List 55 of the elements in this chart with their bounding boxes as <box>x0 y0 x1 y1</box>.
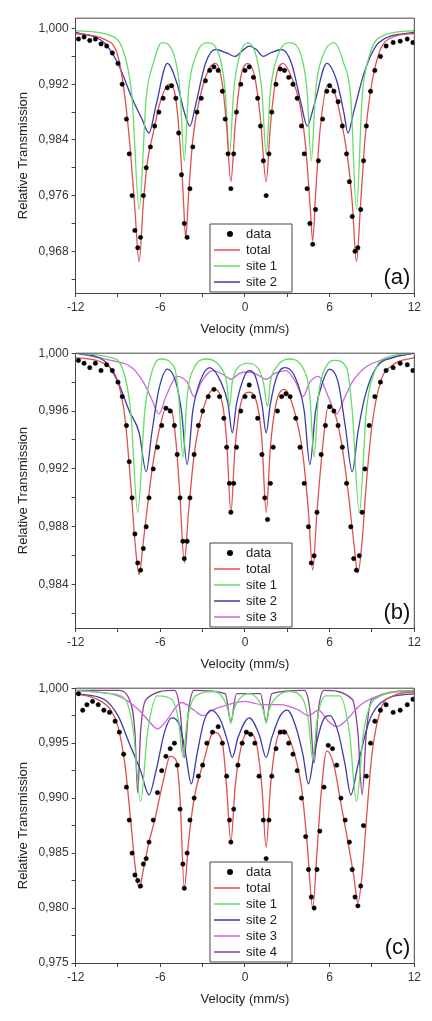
y-axis-title: Relative Transmission <box>15 427 31 555</box>
legend-label: site 1 <box>245 895 278 911</box>
x-tick-label: 12 <box>407 299 422 314</box>
legend-label: site 2 <box>245 273 278 289</box>
y-tick-label: 0,984 <box>38 132 69 147</box>
legend-label: site 1 <box>245 576 278 592</box>
legend-label: site 2 <box>245 592 278 608</box>
y-tick-label: 0,992 <box>38 461 69 476</box>
legend-label: data <box>245 544 273 560</box>
legend-label: site 4 <box>245 943 278 959</box>
x-tick-label: 0 <box>241 969 249 984</box>
y-tick-label: 1,000 <box>38 20 69 35</box>
legend-label: site 3 <box>245 927 278 943</box>
y-tick-label: 0,995 <box>38 735 69 750</box>
legend-label: total <box>245 879 271 895</box>
x-tick-label: 6 <box>326 634 334 649</box>
x-tick-label: 0 <box>241 299 249 314</box>
x-tick-label: -6 <box>154 299 166 314</box>
x-tick-label: 12 <box>407 969 422 984</box>
x-tick-label: 6 <box>326 299 334 314</box>
legend-label: total <box>245 241 271 257</box>
x-axis-title: Velocity (mm/s) <box>200 320 290 336</box>
x-tick-label: 6 <box>326 969 334 984</box>
legend-label: site 3 <box>245 608 278 624</box>
x-tick-label: 0 <box>241 634 249 649</box>
y-tick-label: 1,000 <box>38 680 69 695</box>
y-tick-label: 0,984 <box>38 576 69 591</box>
y-tick-label: 0,985 <box>38 845 69 860</box>
annotation: (c) <box>384 934 411 960</box>
legend-label: site 1 <box>245 257 278 273</box>
y-tick-label: 0,988 <box>38 519 69 534</box>
annotation: (b) <box>383 599 411 625</box>
y-tick-label: 0,990 <box>38 790 69 805</box>
y-tick-label: 0,992 <box>38 76 69 91</box>
annotation: (a) <box>383 264 411 290</box>
x-tick-label: -12 <box>66 299 85 314</box>
legend-label: data <box>245 863 273 879</box>
x-tick-label: -6 <box>154 969 166 984</box>
x-tick-label: 12 <box>407 634 422 649</box>
y-axis-title: Relative Transmission <box>15 92 31 220</box>
y-tick-label: 0,976 <box>38 187 69 202</box>
x-axis-title: Velocity (mm/s) <box>200 655 290 671</box>
y-axis-title: Relative Transmission <box>15 762 31 890</box>
x-axis-title: Velocity (mm/s) <box>200 990 290 1006</box>
y-tick-label: 1,000 <box>38 345 69 360</box>
x-tick-label: -12 <box>66 634 85 649</box>
y-tick-label: 0,980 <box>38 900 69 915</box>
x-tick-label: -6 <box>154 634 166 649</box>
x-tick-label: -12 <box>66 969 85 984</box>
legend-label: site 2 <box>245 911 278 927</box>
y-tick-label: 0,968 <box>38 243 69 258</box>
y-tick-label: 0,975 <box>38 955 69 970</box>
legend-label: total <box>245 560 271 576</box>
y-tick-label: 0,996 <box>38 403 69 418</box>
legend-label: data <box>245 225 273 241</box>
